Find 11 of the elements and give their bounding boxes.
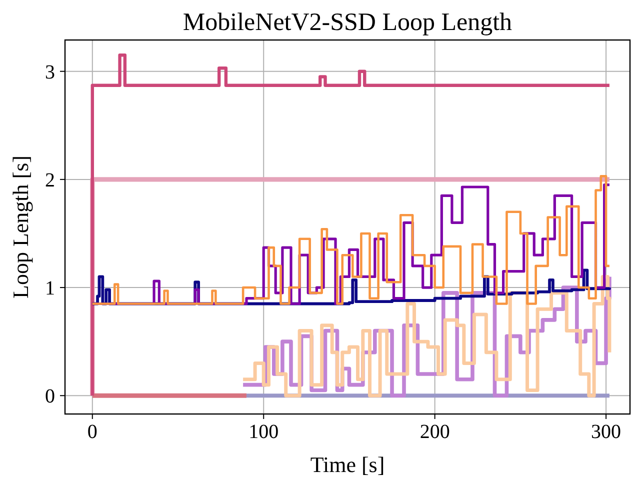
x-tick-label: 0 [87,421,98,443]
y-tick-label: 2 [45,169,55,192]
y-tick-label: 3 [45,61,55,84]
y-axis-title: Loop Length [s] [8,156,33,298]
x-axis-title: Time [s] [310,452,385,477]
x-tick-label: 300 [591,421,622,443]
x-tick-label: 200 [420,421,450,443]
x-tick-label: 100 [248,421,279,443]
y-tick-label: 1 [45,278,55,300]
chart-title: MobileNetV2-SSD Loop Length [182,9,513,36]
y-tick-label: 0 [45,386,55,408]
